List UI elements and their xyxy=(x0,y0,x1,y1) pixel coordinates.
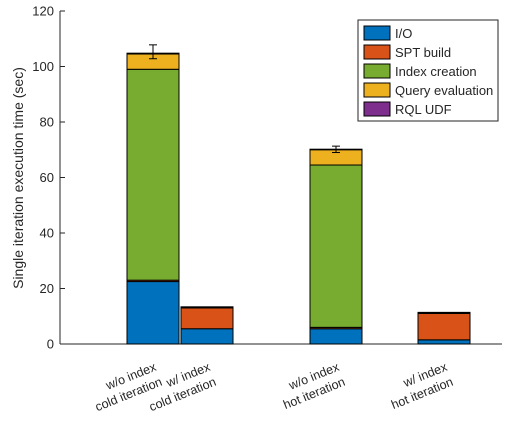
legend-entry: Query evaluation xyxy=(395,83,493,98)
bar-segment xyxy=(180,328,234,345)
y-tick-label: 120 xyxy=(32,4,54,19)
y-tick-label: 60 xyxy=(40,170,54,185)
legend-entry: Index creation xyxy=(395,64,477,79)
y-tick-label: 0 xyxy=(47,337,54,352)
y-tick-label: 40 xyxy=(40,226,54,241)
bar-segment xyxy=(126,68,180,281)
y-tick-label: 20 xyxy=(40,281,54,296)
bar-segment xyxy=(180,307,234,330)
bar-segment xyxy=(309,328,363,345)
y-axis-label: Single iteration execution time (sec) xyxy=(10,67,26,289)
legend-swatch xyxy=(363,63,391,79)
legend-swatch xyxy=(363,101,391,117)
legend: I/O SPT build Index creation Query evaluati… xyxy=(357,19,499,122)
bar-segment xyxy=(417,311,471,314)
legend-swatch xyxy=(363,82,391,98)
y-tick-label: 100 xyxy=(32,59,54,74)
bar-segment xyxy=(417,339,471,345)
legend-entry: RQL UDF xyxy=(395,102,452,117)
y-tick-label: 80 xyxy=(40,115,54,130)
bar-stacks xyxy=(126,52,471,345)
bar-segment xyxy=(417,312,471,341)
legend-entry: SPT build xyxy=(395,45,451,60)
legend-swatch xyxy=(363,25,391,41)
legend-entry: I/O xyxy=(395,26,412,41)
bar-segment xyxy=(180,306,234,308)
y-tick-labels: 0 20 40 60 80 100 120 xyxy=(32,4,65,352)
bar-segment xyxy=(126,281,180,345)
legend-swatch xyxy=(363,44,391,60)
bar-segment xyxy=(309,164,363,328)
error-bars xyxy=(149,44,340,154)
